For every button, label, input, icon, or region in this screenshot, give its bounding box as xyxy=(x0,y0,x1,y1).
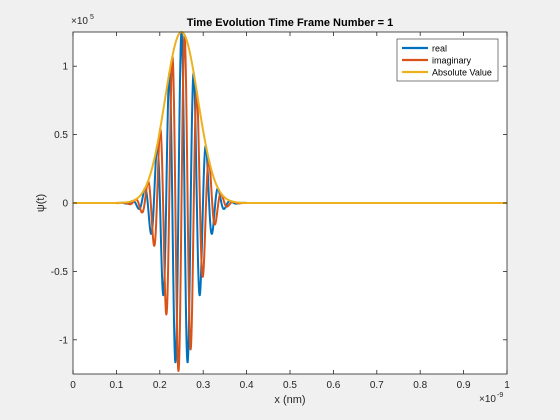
x-tick-label: 0.9 xyxy=(457,380,471,391)
y-tick-label: -0.5 xyxy=(51,267,69,278)
chart-title: Time Evolution Time Frame Number = 1 xyxy=(187,17,394,29)
x-tick-label: 0.6 xyxy=(326,380,340,391)
x-tick-label: 0.2 xyxy=(153,380,167,391)
x-tick-label: 0.4 xyxy=(240,380,254,391)
x-axis-label: x (nm) xyxy=(274,394,305,406)
y-tick-label: 1 xyxy=(62,62,68,73)
series-line-absolute-value xyxy=(72,31,508,204)
x-tick-label: 0.3 xyxy=(196,380,210,391)
x-tick-label: 0.1 xyxy=(109,380,123,391)
legend-label: real xyxy=(432,44,447,54)
y-tick-label: -1 xyxy=(59,335,68,346)
y-axis-label: ψ(t) xyxy=(35,194,47,212)
y-tick-label: 0.5 xyxy=(54,130,68,141)
x-tick-label: 0.7 xyxy=(370,380,384,391)
series-layer xyxy=(72,31,508,372)
legend-label: imaginary xyxy=(432,56,472,66)
x-exponent-base: ×10 xyxy=(479,394,496,405)
y-exponent-base: ×10 xyxy=(71,16,88,27)
x-exponent-label: ×10 -9 xyxy=(479,392,503,405)
x-tick-label: 0.5 xyxy=(283,380,297,391)
legend-entries: real imaginary Absolute Value xyxy=(402,44,492,78)
legend-label: Absolute Value xyxy=(432,68,492,78)
legend: real imaginary Absolute Value xyxy=(396,38,499,82)
y-exponent-label: ×10 5 xyxy=(71,14,94,27)
y-ticks: -1 -0.5 0 0.5 1 xyxy=(51,62,507,346)
x-tick-label: 1 xyxy=(504,380,510,391)
x-exponent-power: -9 xyxy=(497,392,503,399)
x-ticks: 0 0.1 0.2 0.3 0.4 0.5 0.6 0.7 0.8 0.9 1 xyxy=(70,32,510,391)
x-tick-label: 0 xyxy=(70,380,76,391)
y-tick-label: 0 xyxy=(62,199,68,210)
y-exponent-power: 5 xyxy=(90,14,94,21)
x-tick-label: 0.8 xyxy=(413,380,427,391)
